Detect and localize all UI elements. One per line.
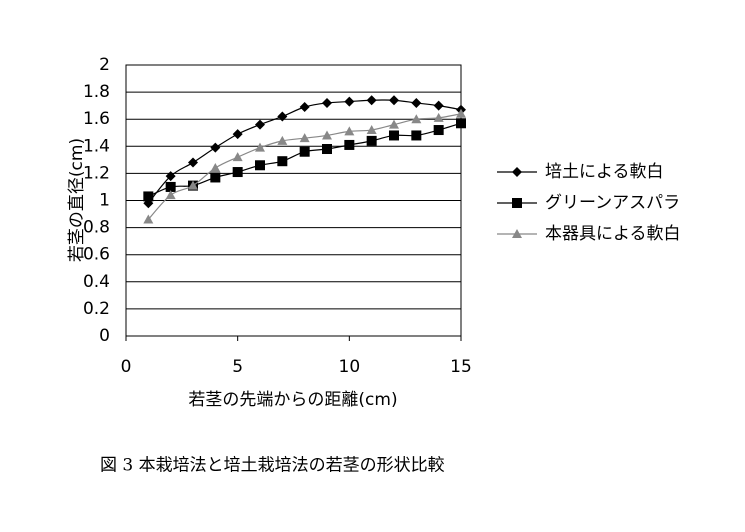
data-point [411, 97, 422, 108]
data-point [210, 142, 221, 153]
y-tick-label: 0.4 [83, 272, 110, 292]
y-tick-label: 1.6 [83, 109, 110, 129]
data-point [232, 152, 243, 162]
data-point [322, 144, 332, 155]
x-tick-label: 15 [450, 357, 472, 377]
data-point [165, 181, 176, 192]
data-point [299, 102, 310, 113]
series-line [147, 113, 462, 220]
data-point [322, 97, 332, 108]
y-tick-label: 1.8 [83, 82, 110, 102]
data-point [277, 111, 288, 122]
data-point [143, 191, 154, 202]
data-point [366, 135, 377, 146]
data-point [433, 125, 444, 136]
data-point [456, 118, 466, 129]
data-point [322, 130, 332, 140]
data-point [366, 95, 377, 106]
data-point [232, 167, 243, 178]
data-point [210, 162, 221, 172]
x-tick-label: 0 [121, 357, 132, 377]
data-point [389, 95, 399, 106]
data-point [188, 157, 198, 168]
data-point [143, 214, 154, 224]
data-point [165, 190, 176, 200]
data-point [389, 119, 399, 129]
data-point [255, 119, 265, 130]
data-point [255, 142, 265, 152]
y-tick-label: 0 [99, 326, 110, 346]
legend-marker [512, 167, 522, 177]
y-tick-label: 1 [99, 191, 110, 211]
legend-marker [512, 229, 522, 238]
data-point [411, 114, 422, 124]
data-point [188, 180, 198, 190]
y-tick-label: 0.8 [83, 218, 110, 238]
data-point [389, 130, 399, 141]
data-point [411, 130, 422, 141]
data-point [232, 129, 243, 140]
data-point [277, 135, 288, 145]
data-point [433, 112, 444, 122]
data-point [456, 108, 466, 118]
data-point [344, 139, 355, 150]
legend-marker [512, 198, 522, 208]
caption: 図 3 本栽培法と培土栽培法の若茎の形状比較 [100, 456, 445, 476]
data-point [299, 133, 310, 143]
data-point [210, 172, 221, 183]
legend-label: グリーンアスパラ [545, 193, 680, 213]
y-tick-label: 2 [99, 55, 110, 75]
legend-label: 本器具による軟白 [545, 224, 681, 244]
legend-label: 培土による軟白 [545, 162, 664, 182]
y-tick-label: 0.6 [83, 245, 110, 265]
x-tick-label: 5 [232, 357, 243, 377]
data-point [344, 126, 355, 136]
x-tick-label: 10 [339, 357, 361, 377]
y-tick-label: 1.2 [83, 163, 110, 183]
y-axis-label: 若茎の直径(cm) [67, 138, 87, 262]
data-point [299, 146, 310, 157]
data-point [433, 100, 444, 111]
y-tick-label: 0.2 [83, 299, 110, 319]
y-tick-label: 1.4 [83, 136, 110, 156]
data-point [165, 171, 176, 182]
data-point [366, 125, 377, 135]
x-axis-label: 若茎の先端からの距離(cm) [188, 390, 397, 410]
plot-frame [125, 64, 462, 337]
data-point [255, 160, 265, 171]
data-point [277, 156, 288, 167]
data-point [344, 96, 355, 107]
